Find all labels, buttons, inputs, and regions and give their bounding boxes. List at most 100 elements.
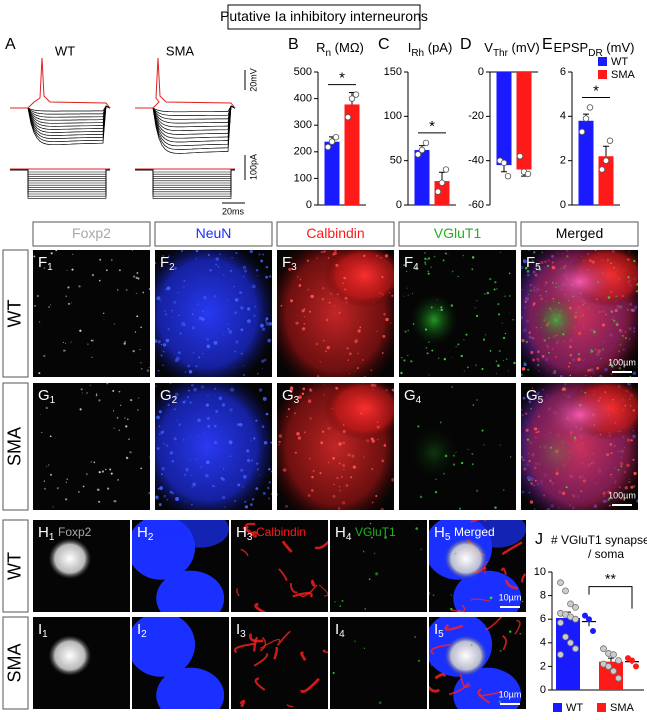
fiber [249, 633, 264, 643]
speckle [552, 372, 554, 374]
panel-label: G2 [160, 387, 178, 406]
speckle [333, 483, 335, 486]
speckle [344, 288, 347, 291]
speckle [118, 429, 120, 431]
row-label: SMA [4, 643, 24, 682]
speckle [262, 367, 263, 369]
speckle [203, 295, 208, 300]
speckle [347, 359, 349, 361]
data-point [615, 657, 622, 664]
speckle [219, 253, 222, 256]
current-step [135, 169, 235, 190]
speckle [619, 430, 622, 433]
speckle [610, 452, 613, 455]
speckle [117, 479, 119, 481]
fiber [470, 598, 491, 602]
speckle [246, 458, 251, 463]
chart-title: / soma [588, 547, 624, 561]
title-sub: 4 [339, 629, 345, 640]
speckle [209, 324, 211, 326]
speckle [90, 461, 92, 463]
speckle [463, 339, 465, 341]
speckle [103, 312, 105, 315]
speckle [157, 369, 160, 372]
fiber [434, 672, 446, 680]
speckle [325, 318, 329, 322]
speckle [227, 328, 230, 331]
speckle [370, 437, 374, 441]
speckle [532, 251, 536, 254]
speckle [496, 288, 498, 290]
scale-label: 20ms [222, 206, 245, 216]
speckle [255, 487, 259, 490]
speckle [626, 438, 631, 442]
speckle [184, 400, 186, 402]
speckle [620, 305, 622, 308]
speckle [207, 395, 209, 397]
nucleus [48, 635, 92, 676]
speckle [78, 285, 81, 288]
speckle [265, 321, 270, 326]
speckle [229, 257, 231, 259]
speckle [148, 492, 150, 495]
speckle [372, 388, 374, 390]
micrograph [132, 520, 229, 612]
fiber [500, 567, 507, 575]
speckle [588, 307, 590, 309]
speckle [528, 250, 531, 251]
fiber [240, 548, 249, 557]
speckle [525, 340, 529, 344]
speckle [160, 431, 164, 435]
speckle [521, 338, 525, 343]
speckle [278, 434, 283, 438]
speckle [455, 451, 457, 453]
speckle [90, 339, 93, 342]
speckle [438, 309, 440, 311]
speckle [243, 474, 247, 479]
speckle [110, 472, 113, 475]
speckle [531, 259, 534, 262]
speckle [270, 493, 272, 495]
speckle [376, 330, 378, 332]
speckle [230, 387, 235, 392]
speckle [560, 323, 562, 325]
speckle [616, 323, 619, 326]
speckle [296, 276, 299, 278]
speckle [614, 308, 618, 313]
speckle [254, 305, 257, 308]
speckle [213, 340, 218, 345]
speckle [129, 451, 132, 454]
speckle [334, 250, 337, 252]
significance: ** [605, 570, 616, 586]
panel-label: I4 [335, 621, 345, 640]
speckle [424, 328, 428, 331]
speckle [136, 409, 139, 411]
speckle [567, 365, 570, 368]
speckle [195, 458, 198, 461]
speckle [426, 352, 429, 355]
speckle [304, 431, 306, 434]
panel-label: I2 [137, 621, 147, 640]
fiber [254, 677, 266, 691]
speckle [43, 480, 45, 482]
title-sub: 4 [416, 395, 422, 406]
panel-label: A [5, 36, 16, 53]
speckle [207, 253, 210, 257]
speckle [46, 465, 48, 467]
speckle [253, 437, 256, 440]
speckle [495, 360, 498, 363]
speckle [509, 456, 512, 458]
speckle [571, 494, 573, 495]
fiber [286, 704, 294, 708]
data-point [572, 645, 579, 653]
speckle [569, 345, 572, 349]
speckle [624, 486, 628, 490]
speckle [240, 352, 243, 355]
title-main: H [434, 524, 445, 541]
speckle [214, 425, 217, 428]
speckle [527, 368, 530, 371]
fiber [236, 588, 240, 597]
title-main: H [236, 524, 247, 541]
panel-label: J [535, 531, 543, 548]
title-main: F [526, 254, 535, 271]
